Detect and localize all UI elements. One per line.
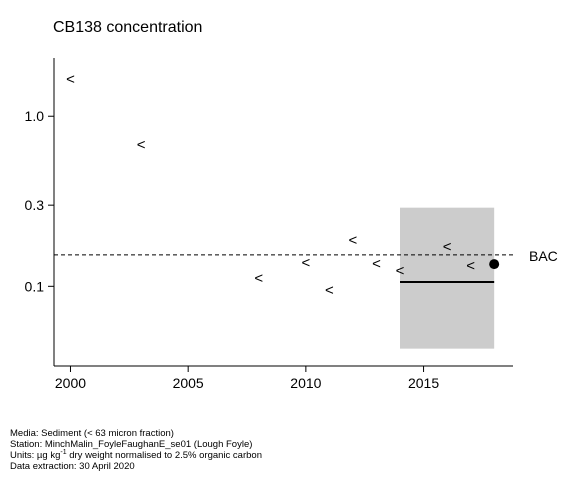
footer-extraction: Data extraction: 30 April 2020 xyxy=(10,461,135,472)
less-than-point: < xyxy=(396,262,405,279)
footer-units-sup: -1 xyxy=(60,449,67,456)
less-than-point: < xyxy=(443,238,452,255)
less-than-point: < xyxy=(137,137,146,154)
y-tick-label: 1.0 xyxy=(25,108,45,124)
chart-title: CB138 concentration xyxy=(53,19,203,36)
less-than-point: < xyxy=(325,282,334,299)
x-tick-label: 2015 xyxy=(408,375,439,391)
less-than-point: < xyxy=(349,232,358,249)
assessment-interval-box xyxy=(400,207,495,349)
footer-units-suffix: dry weight normalised to 2.5% organic ca… xyxy=(66,450,262,461)
less-than-point: < xyxy=(466,257,475,274)
x-tick-label: 2000 xyxy=(55,375,86,391)
x-tick-label: 2010 xyxy=(290,375,321,391)
y-tick-label: 0.1 xyxy=(25,278,45,294)
footer-units: Units: µg kg-1 dry weight normalised to … xyxy=(10,449,262,461)
less-than-point: < xyxy=(301,255,310,272)
footer-station: Station: MinchMalin_FoyleFaughanE_se01 (… xyxy=(10,439,253,450)
bac-label: BAC xyxy=(529,248,558,264)
y-tick-label: 0.3 xyxy=(25,197,45,213)
latest-data-point xyxy=(489,259,500,270)
x-tick-label: 2005 xyxy=(173,375,204,391)
footer-units-prefix: Units: µg kg xyxy=(10,450,61,461)
less-than-point: < xyxy=(254,270,263,287)
chart-footer: Media: Sediment (< 63 micron fraction) S… xyxy=(10,428,262,472)
less-than-point: < xyxy=(66,71,75,88)
less-than-point: < xyxy=(372,256,381,273)
footer-media: Media: Sediment (< 63 micron fraction) xyxy=(10,428,174,439)
